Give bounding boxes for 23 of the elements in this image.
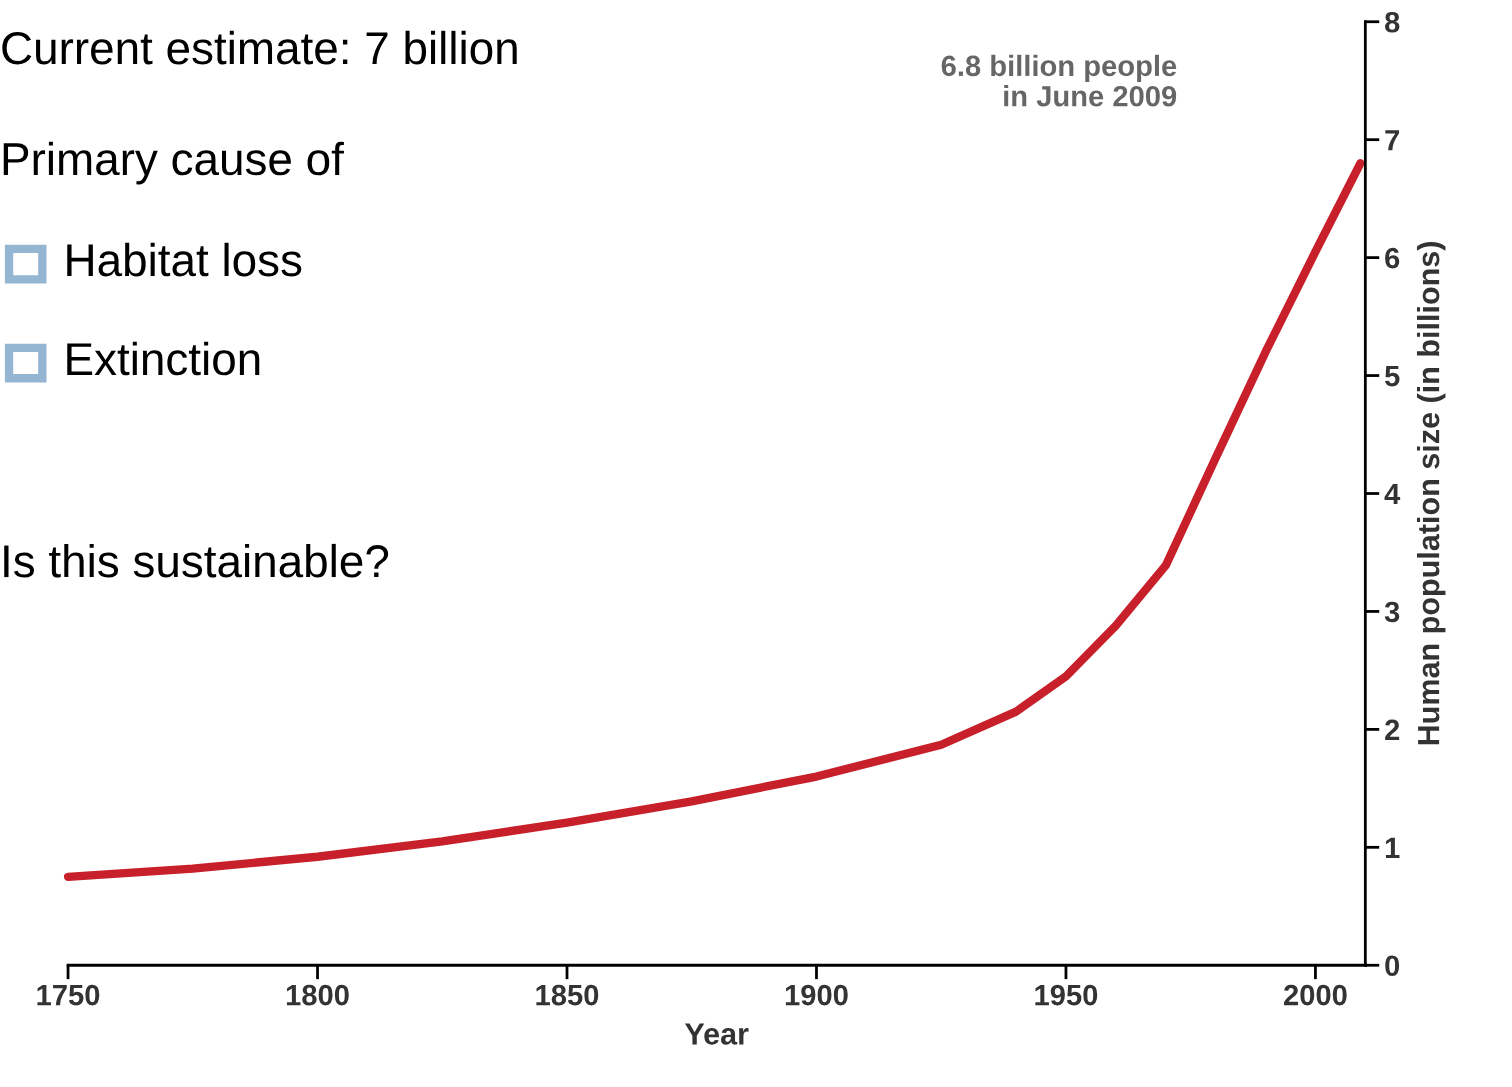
y-tick-label: 8 [1385, 11, 1400, 33]
y-tick-label: 7 [1385, 130, 1400, 151]
annotation: Is this sustainable? [4, 543, 389, 578]
x-tick-label: 1900 [785, 984, 848, 1006]
annotation: Habitat loss [67, 242, 302, 277]
y-tick-label: 4 [1384, 484, 1401, 505]
y-tick-label: 6 [1385, 247, 1400, 269]
y-tick-label: 5 [1384, 366, 1400, 387]
y-tick-label: 0 [1385, 955, 1400, 977]
y-axis-title: Human population size (in billions) [1416, 242, 1446, 745]
annotation: Primary cause of [3, 141, 344, 185]
annotation: Current estimate: 7 billion [2, 30, 517, 65]
y-tick-label: 2 [1385, 719, 1400, 740]
x-tick-label: 1850 [536, 984, 599, 1006]
x-axis-title: Year [684, 1023, 749, 1045]
annotation: 6.8 billion people in June 2009 [941, 54, 1177, 107]
y-tick-label: 3 [1384, 601, 1400, 623]
x-tick-label: 1800 [286, 984, 349, 1006]
y-tick-label: 1 [1385, 837, 1400, 858]
x-tick-label: 2000 [1284, 984, 1347, 1006]
annotation: Extinction [67, 341, 260, 376]
x-tick-label: 1750 [37, 984, 100, 1006]
x-tick-label: 1950 [1035, 984, 1098, 1006]
